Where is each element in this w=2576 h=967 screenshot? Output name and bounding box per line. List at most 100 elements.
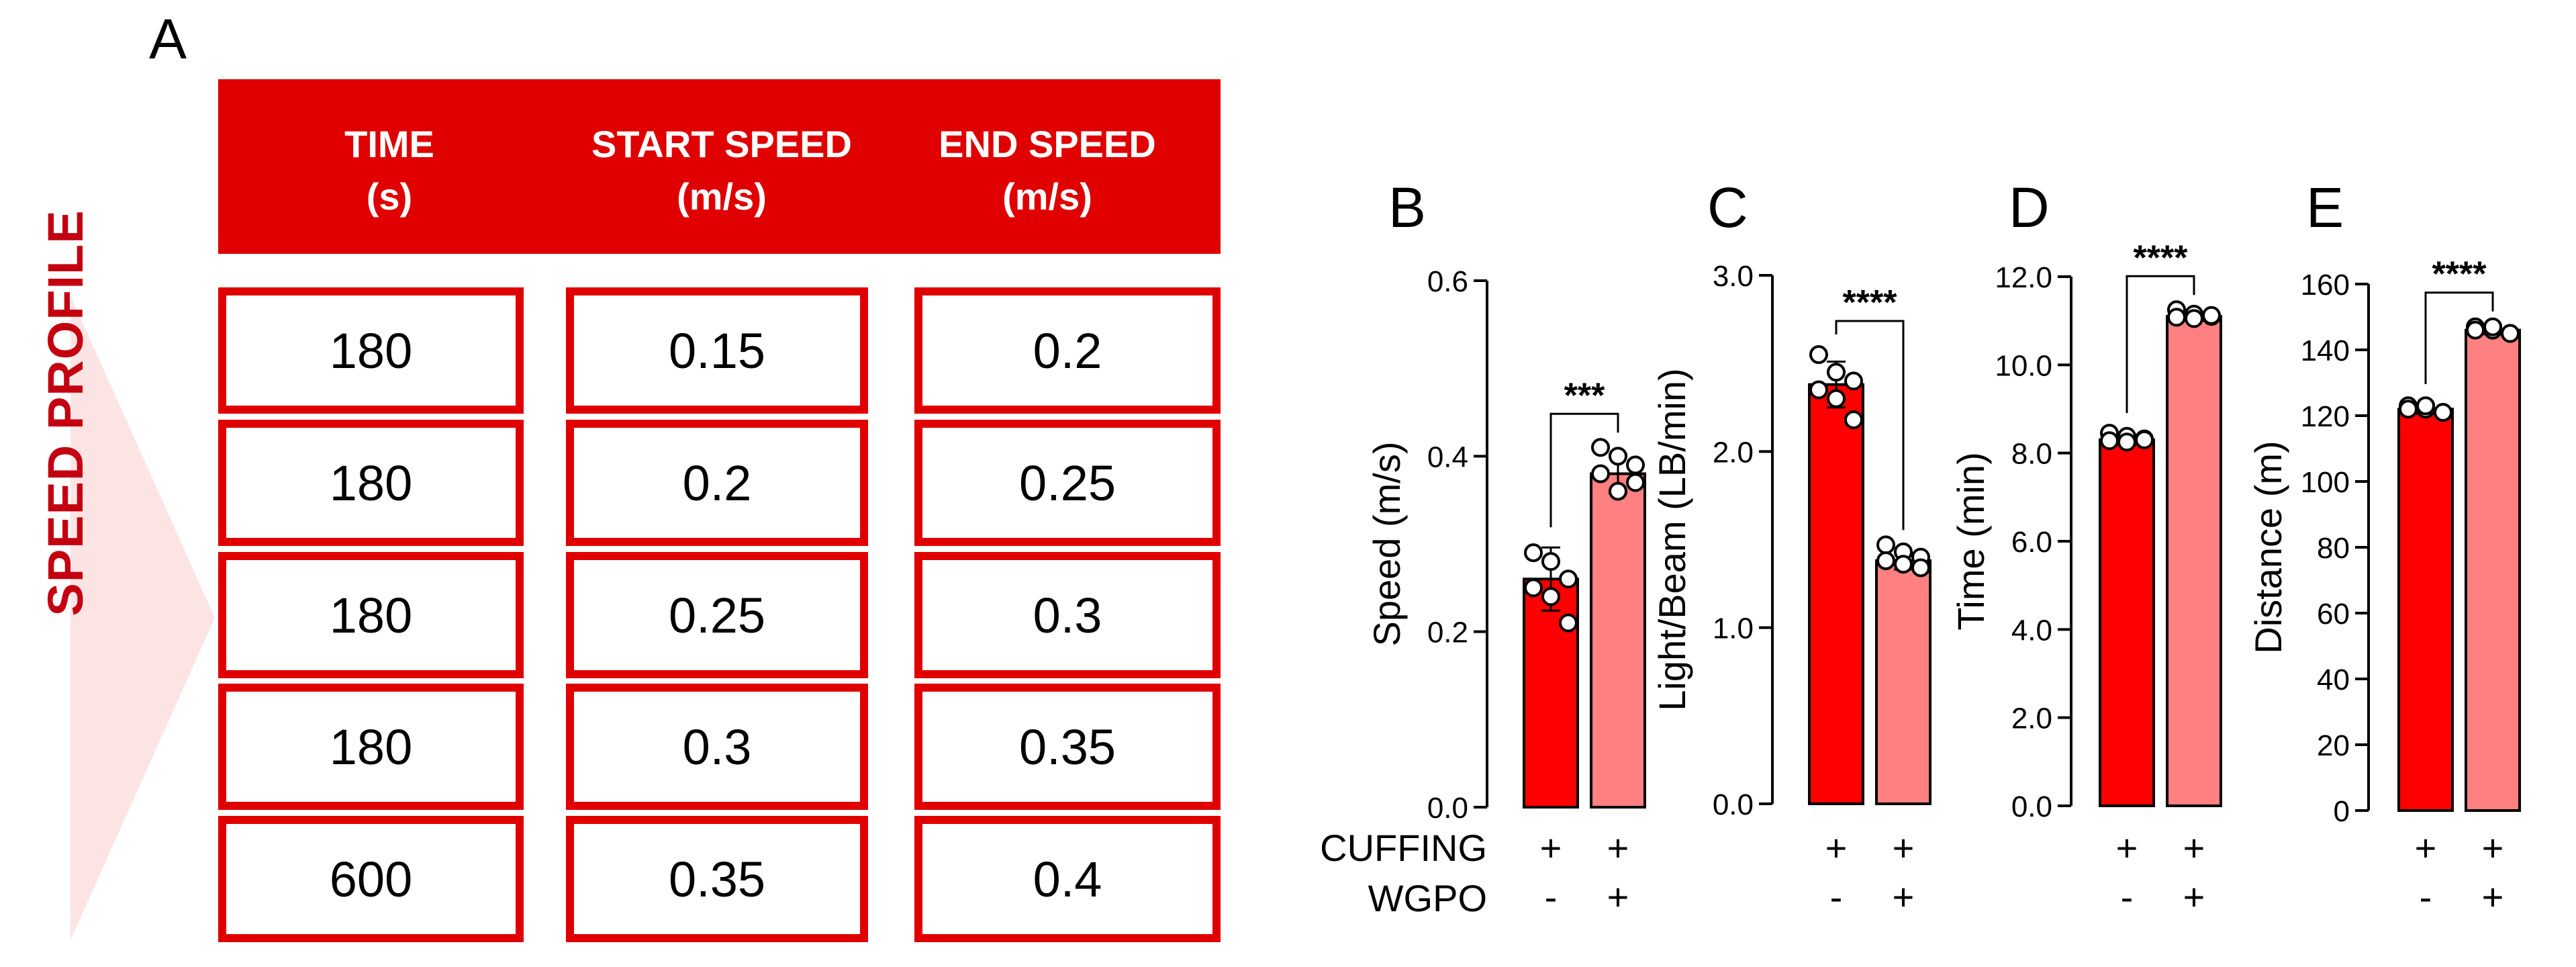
chart-c-point-1-6 <box>1844 410 1863 430</box>
header-start-speed: START SPEED (m/s) <box>591 123 852 218</box>
chart-e-tick-label-6: 120 <box>2301 400 2350 433</box>
chart-d-tick-label-0: 0.0 <box>2011 790 2052 823</box>
chart-b-tick-label-1: 0.2 <box>1427 616 1468 649</box>
chart-e-tick-label-5: 100 <box>2301 466 2350 499</box>
chart-b-point-2-1 <box>1591 438 1610 457</box>
cell-time-row-3: 180 <box>218 552 524 678</box>
chart-e-cuffing-sign-2: + <box>2482 827 2504 869</box>
chart-c-point-1-3 <box>1844 371 1863 391</box>
chart-d-point-2-4 <box>2167 308 2186 327</box>
chart-c-y-axis-label: Light/Beam (LB/min) <box>1651 368 1693 710</box>
chart-b-bar-2 <box>1590 472 1646 809</box>
chart-d-y-axis-label: Time (min) <box>1950 452 1992 630</box>
chart-d-point-1-5 <box>2117 432 2136 452</box>
speed-profile-arrow <box>70 295 215 940</box>
cell-time-row-5: 600 <box>218 816 524 942</box>
chart-c-point-2-4 <box>1876 551 1895 570</box>
chart-d-bar-2 <box>2166 315 2222 808</box>
chart-c-point-1-2 <box>1827 363 1846 382</box>
chart-c-tick-label-0: 0.0 <box>1713 788 1754 821</box>
chart-d-point-2-6 <box>2202 306 2221 325</box>
chart-b-y-axis-label: Speed (m/s) <box>1366 442 1408 647</box>
chart-b-point-2-2 <box>1609 447 1627 466</box>
chart-c-tick-label-3: 3.0 <box>1713 260 1754 293</box>
cell-time-row-4: 180 <box>218 684 524 810</box>
chart-d-cuffing-sign-2: + <box>2183 827 2205 869</box>
chart-c-point-1-4 <box>1809 380 1828 400</box>
chart-b-tick-label-3: 0.6 <box>1427 265 1468 298</box>
chart-b-point-2-4 <box>1591 464 1610 483</box>
chart-c-point-2-1 <box>1876 535 1895 555</box>
chart-d-tick-label-4: 8.0 <box>2011 438 2052 471</box>
chart-e-point-2-5 <box>2483 317 2502 336</box>
chart-e-tick-label-8: 160 <box>2301 269 2350 302</box>
chart-b-wgpo-sign-1: - <box>1545 876 1558 918</box>
chart-c-wgpo-sign-1: - <box>1830 876 1843 918</box>
chart-c-significance-bracket <box>1835 320 1905 531</box>
chart-d-tick-label-2: 4.0 <box>2011 614 2052 647</box>
chart-e-wgpo-sign-1: - <box>2420 876 2432 918</box>
chart-c-point-1-1 <box>1809 345 1828 365</box>
chart-c-point-1-5 <box>1827 389 1846 408</box>
chart-b-point-1-3 <box>1559 569 1578 589</box>
chart-b-point-1-5 <box>1541 587 1560 606</box>
cell-end-speed-row-1: 0.2 <box>914 287 1221 414</box>
chart-c-cuffing-sign-1: + <box>1825 827 1848 869</box>
panel-label-d: D <box>2009 176 2050 239</box>
chart-b-tick-label-0: 0.0 <box>1427 792 1468 825</box>
chart-d-point-1-4 <box>2100 431 2119 451</box>
chart-e-y-axis-label: Distance (m) <box>2247 441 2289 653</box>
chart-e-point-1-6 <box>2434 403 2452 422</box>
chart-e-tick-label-0: 0 <box>2334 795 2350 828</box>
chart-b-bar-1 <box>1523 578 1579 809</box>
chart-b-point-2-3 <box>1626 455 1645 475</box>
chart-d-tick-label-6: 12.0 <box>1995 261 2052 294</box>
cell-start-speed-row-4: 0.3 <box>566 684 868 810</box>
chart-c-point-2-6 <box>1911 558 1930 578</box>
panel-label-b: B <box>1388 176 1426 239</box>
chart-e-cuffing-sign-1: + <box>2415 827 2437 869</box>
chart-c-wgpo-sign-2: + <box>1893 876 1915 918</box>
chart-d-significance-label: **** <box>2134 238 2189 277</box>
chart-b-point-2-5 <box>1609 481 1627 501</box>
chart-e-tick-label-7: 140 <box>2301 334 2350 367</box>
chart-e-tick-label-3: 60 <box>2317 598 2350 631</box>
chart-d-tick-label-5: 10.0 <box>1995 349 2052 382</box>
chart-e-point-2-4 <box>2466 320 2485 340</box>
arrow-shape <box>70 295 215 940</box>
cell-end-speed-row-4: 0.35 <box>914 684 1221 810</box>
panel-label-e: E <box>2306 176 2344 239</box>
chart-b-point-1-1 <box>1524 543 1543 563</box>
chart-b-cuffing-sign-1: + <box>1540 827 1562 869</box>
cell-end-speed-row-2: 0.25 <box>914 420 1221 546</box>
header-end-speed: END SPEED (m/s) <box>939 123 1156 218</box>
chart-e-point-2-6 <box>2501 324 2520 343</box>
chart-b-point-2-6 <box>1626 473 1645 492</box>
chart-e-significance-label: **** <box>2432 255 2487 294</box>
chart-d-point-1-6 <box>2135 430 2154 449</box>
chart-b-point-1-6 <box>1559 613 1578 633</box>
chart-c-bar-2 <box>1875 559 1931 805</box>
chart-c-tick-label-1: 1.0 <box>1713 612 1754 645</box>
chart-d-tick-label-1: 2.0 <box>2011 702 2052 735</box>
chart-d-wgpo-sign-1: - <box>2121 876 2134 918</box>
panel-label-a: A <box>149 7 187 71</box>
chart-e-tick-label-1: 20 <box>2317 729 2350 762</box>
chart-b-point-1-2 <box>1541 552 1560 571</box>
chart-c-tick-label-2: 2.0 <box>1713 436 1754 469</box>
chart-e-significance-bracket <box>2424 291 2494 384</box>
panel-label-c: C <box>1707 176 1748 239</box>
chart-c-point-2-5 <box>1894 555 1913 574</box>
chart-d-point-2-5 <box>2185 309 2203 328</box>
chart-d-significance-bracket <box>2126 275 2195 414</box>
chart-b-significance-bracket <box>1549 412 1619 528</box>
chart-d-tick-label-3: 6.0 <box>2011 526 2052 559</box>
cell-start-speed-row-2: 0.2 <box>566 420 868 546</box>
chart-e-point-1-5 <box>2416 396 2435 416</box>
header-time: TIME (s) <box>344 123 434 218</box>
chart-e-tick-label-4: 80 <box>2317 532 2350 565</box>
chart-b-point-1-4 <box>1524 578 1543 598</box>
chart-d-bar-1 <box>2099 438 2155 807</box>
table-header: TIME (s) START SPEED (m/s) END SPEED (m/… <box>218 79 1221 254</box>
cell-start-speed-row-5: 0.35 <box>566 816 868 942</box>
